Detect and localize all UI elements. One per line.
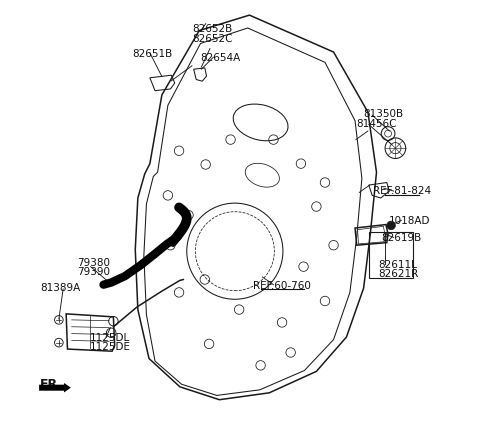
Text: 82651B: 82651B <box>132 49 172 59</box>
Text: 1125DE: 1125DE <box>90 342 131 352</box>
Text: 82611L: 82611L <box>379 260 418 270</box>
Text: 79390: 79390 <box>77 267 110 277</box>
Circle shape <box>387 221 396 230</box>
Text: 81389A: 81389A <box>40 283 81 293</box>
Text: REF.60-760: REF.60-760 <box>253 280 311 291</box>
Text: 82652C: 82652C <box>192 34 232 44</box>
Text: 1125DL: 1125DL <box>90 334 131 343</box>
FancyArrow shape <box>39 383 71 392</box>
Text: 81350B: 81350B <box>364 109 404 119</box>
Text: 1018AD: 1018AD <box>389 216 430 226</box>
Text: REF.81-824: REF.81-824 <box>373 186 432 196</box>
Text: FR.: FR. <box>39 378 63 391</box>
Text: 81456C: 81456C <box>356 119 397 129</box>
Text: 82652B: 82652B <box>192 24 232 34</box>
Text: 82619B: 82619B <box>381 233 421 243</box>
Text: 82621R: 82621R <box>378 269 418 279</box>
Text: 82654A: 82654A <box>201 53 241 63</box>
Text: 79380: 79380 <box>77 258 110 268</box>
